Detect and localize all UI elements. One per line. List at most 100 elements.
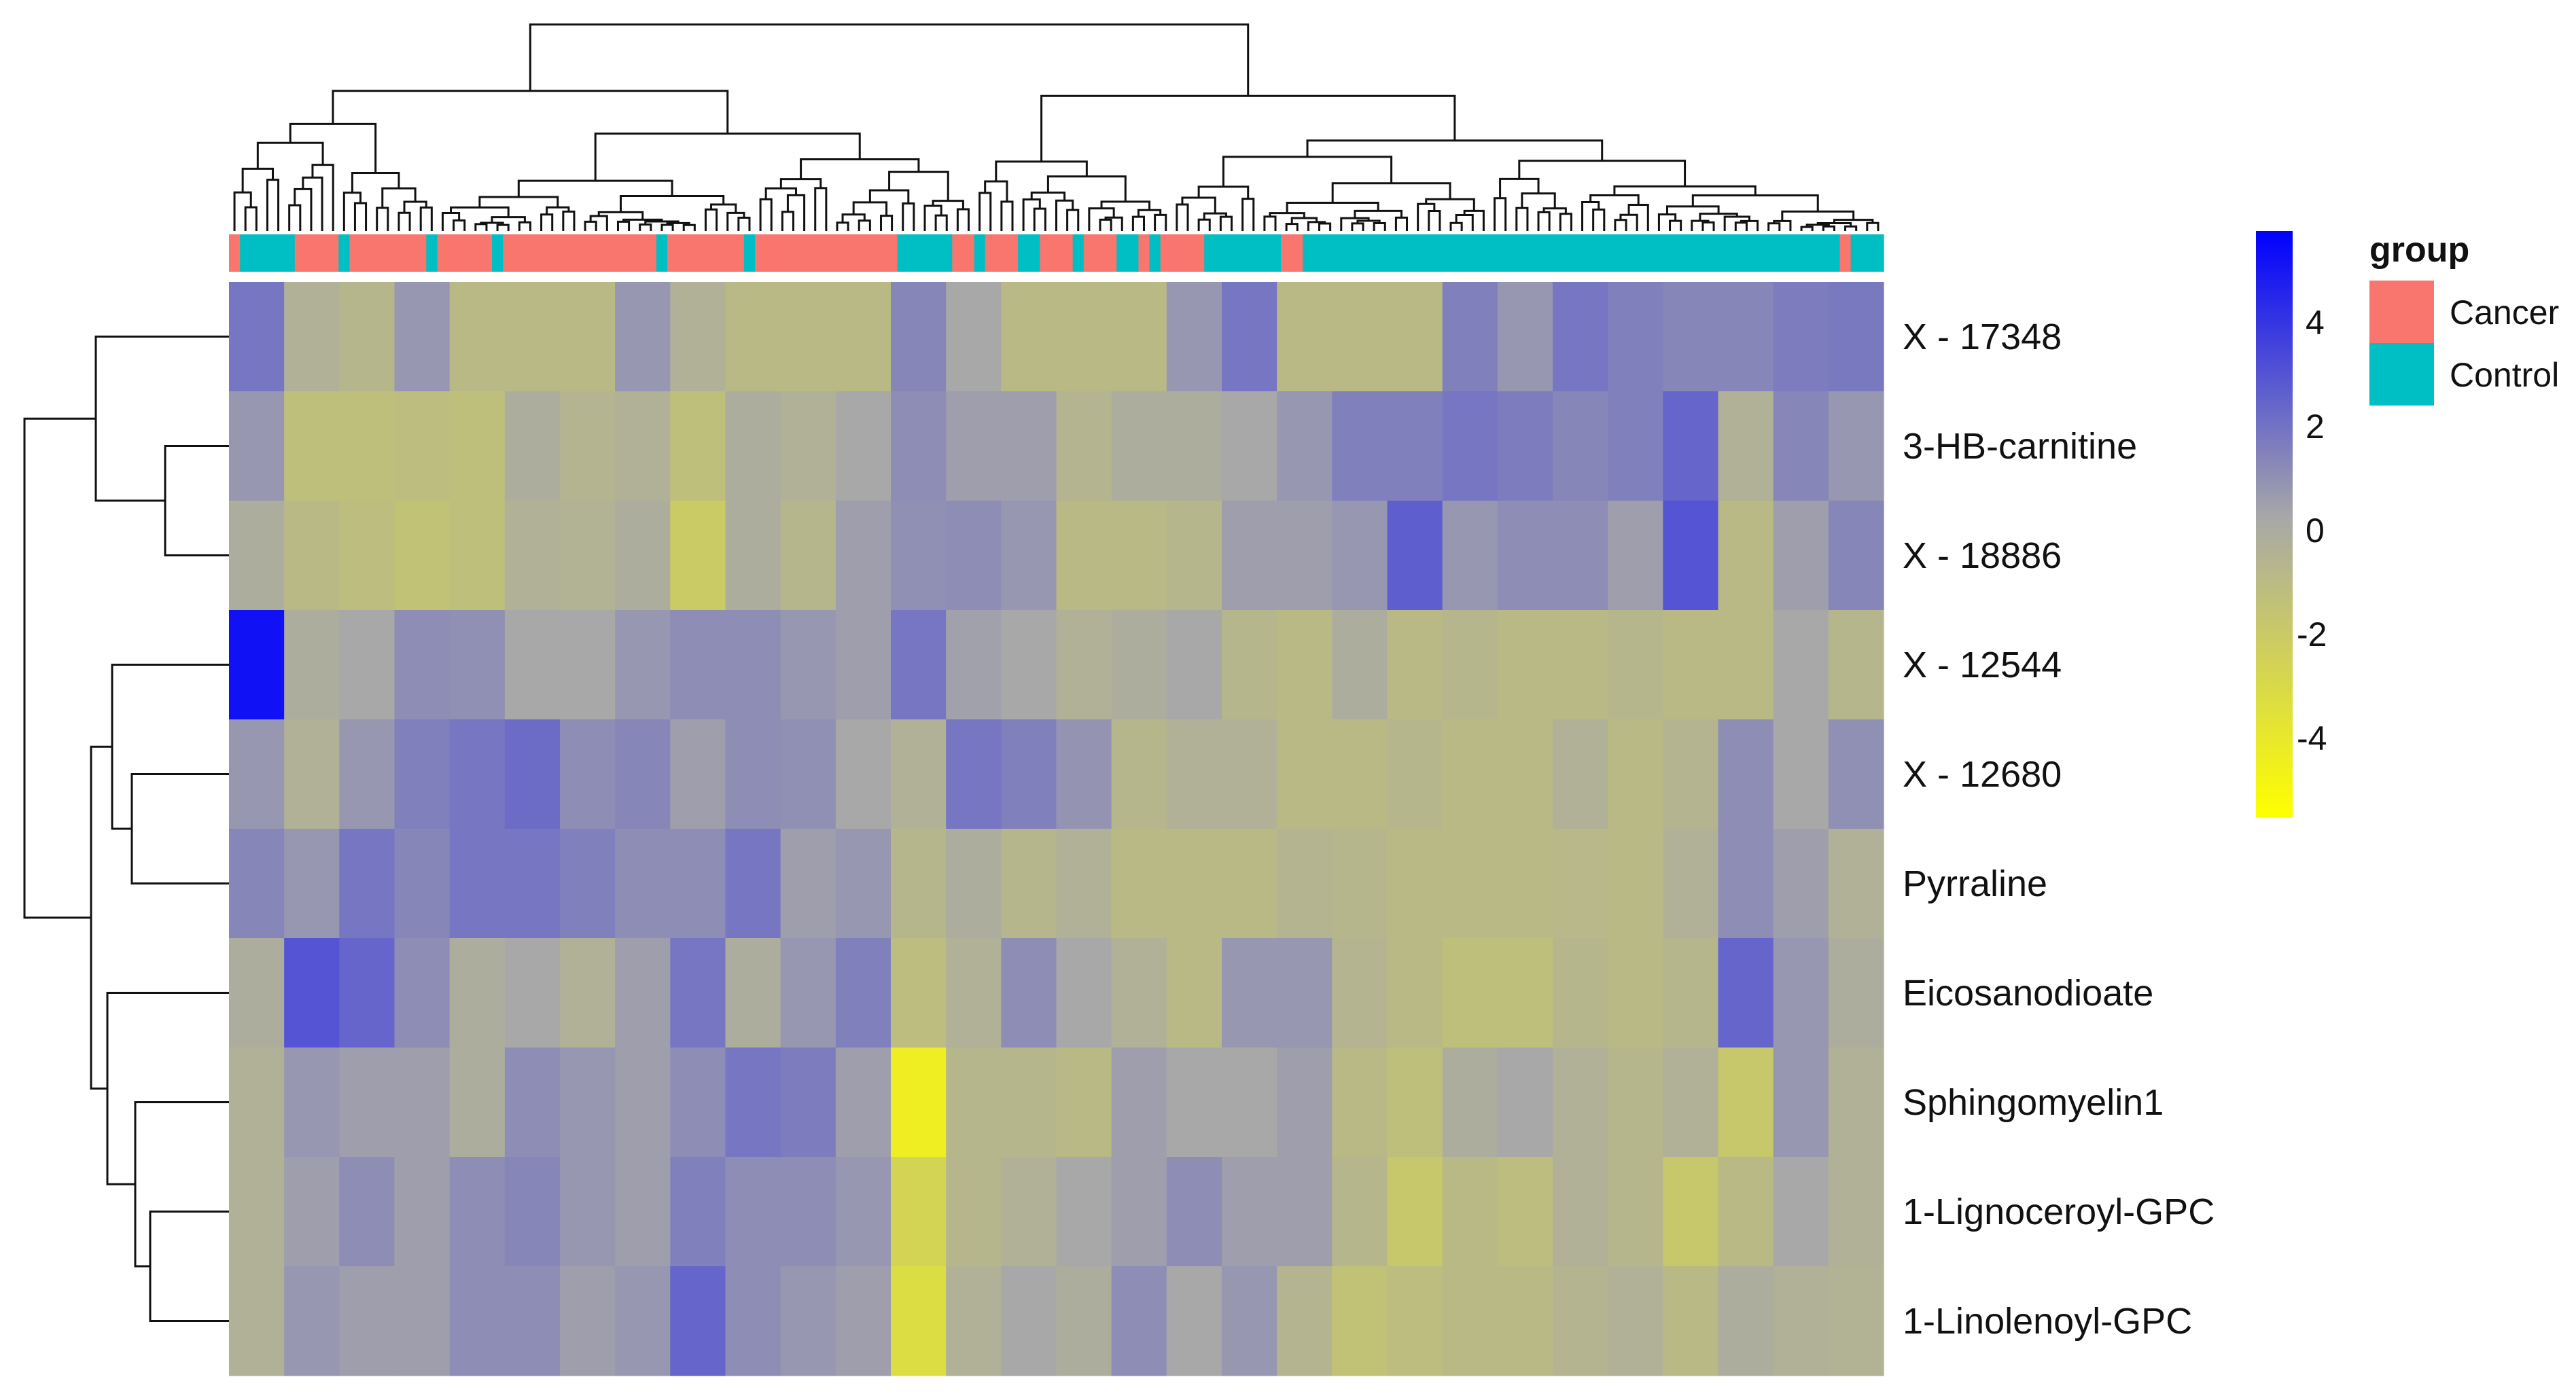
row-dendrogram-branch [130, 773, 229, 884]
heatmap-cell [339, 610, 395, 720]
heatmap-cell [1718, 1266, 1774, 1376]
heatmap-cell [780, 1157, 836, 1267]
column-dendrogram-branch [1515, 207, 1529, 231]
heatmap-cell [1166, 719, 1222, 829]
row-label: X - 18886 [1903, 535, 2062, 576]
heatmap-cell [1718, 1157, 1774, 1267]
column-dendrogram-branch [1816, 221, 1852, 227]
row-dendrogram-branch [94, 336, 229, 502]
heatmap-cell [946, 1266, 1002, 1376]
heatmap-cell [1497, 1157, 1553, 1267]
column-dendrogram-branch [737, 217, 751, 231]
group-legend-title: group [2369, 230, 2469, 270]
column-dendrogram-branch [1518, 160, 1687, 187]
annotation-segment-control [338, 234, 350, 272]
heatmap-cell [1001, 391, 1057, 501]
column-dendrogram-branch [1449, 221, 1463, 231]
color-bar [2256, 231, 2293, 817]
column-dendrogram-branch [1455, 214, 1474, 231]
heatmap-cell [560, 610, 616, 720]
annotation-segment-cancer [349, 234, 427, 272]
annotation-segment-control [974, 234, 986, 272]
column-dendrogram-branch [1499, 177, 1540, 198]
column-dendrogram-branch [1521, 192, 1556, 209]
annotation-segment-control [1303, 234, 1841, 272]
column-dendrogram-branch [1767, 222, 1781, 231]
heatmap-cell [1001, 1157, 1057, 1267]
heatmap-cell [1497, 610, 1553, 720]
heatmap-cell [1277, 610, 1333, 720]
heatmap-cell [670, 719, 726, 829]
column-dendrogram-branch [517, 179, 673, 198]
heatmap-cell [1553, 501, 1608, 611]
heatmap-cell [1387, 391, 1443, 501]
heatmap-cell [1608, 610, 1663, 720]
column-dendrogram-branch [1241, 198, 1255, 231]
heatmap-cell [1773, 1048, 1829, 1158]
column-dendrogram-branch [351, 171, 400, 193]
annotation-segment-cancer [1281, 234, 1303, 272]
heatmap-cell [946, 938, 1002, 1048]
annotation-segment-cancer [1040, 234, 1074, 272]
heatmap-cell [1442, 391, 1498, 501]
column-dendrogram-branch [480, 221, 504, 226]
heatmap-cell [1442, 829, 1498, 939]
heatmap-cell [1497, 719, 1553, 829]
heatmap-cell [1277, 719, 1333, 829]
column-dendrogram-branch [1394, 216, 1409, 231]
column-dendrogram-branch [1181, 196, 1216, 214]
column-dendrogram-branch [704, 208, 718, 231]
heatmap-cell [1056, 1048, 1112, 1158]
column-dendrogram-branch [478, 196, 559, 208]
column-dendrogram-branch [302, 176, 323, 231]
heatmap-cell [1553, 610, 1608, 720]
heatmap-cell [339, 1266, 395, 1376]
heatmap-cell [1056, 610, 1112, 720]
heatmap-cell [1442, 1157, 1498, 1267]
heatmap-cell [560, 282, 616, 392]
column-dendrogram-branch [332, 90, 729, 134]
heatmap-cell [946, 391, 1002, 501]
heatmap-cell [1056, 501, 1112, 611]
heatmap-cell [1111, 829, 1167, 939]
heatmap-cell [560, 391, 616, 501]
column-dendrogram-branch [1866, 221, 1880, 231]
heatmap-cell [1166, 829, 1222, 939]
heatmap-cell [780, 501, 836, 611]
heatmap-cell [1773, 282, 1829, 392]
column-dendrogram-branch [1351, 222, 1364, 231]
heatmap-cell [504, 1157, 561, 1267]
heatmap-cell [1001, 938, 1057, 1048]
column-dendrogram-branch [660, 223, 674, 231]
heatmap-cell [1608, 938, 1663, 1048]
heatmap-cell [1663, 719, 1719, 829]
heatmap-cell [725, 1157, 781, 1267]
column-dendrogram-branch [781, 211, 794, 231]
annotation-segment-control [1116, 234, 1140, 272]
heatmap-cell [835, 610, 892, 720]
heatmap-cell [670, 391, 726, 501]
heatmap-cell [1111, 938, 1167, 1048]
column-dendrogram-branch [398, 211, 411, 231]
heatmap-cell [229, 1266, 285, 1376]
column-dendrogram-branch [1000, 200, 1014, 231]
heatmap-cell [946, 282, 1002, 392]
annotation-segment-control [1018, 234, 1040, 272]
annotation-segment-cancer [294, 234, 339, 272]
heatmap-cell [670, 1157, 726, 1267]
annotation-segment-cancer [1839, 234, 1852, 272]
heatmap-cell [229, 719, 285, 829]
color-tick-label: -4 [2297, 719, 2327, 757]
heatmap-cell [1718, 282, 1774, 392]
heatmap-cell [1166, 610, 1222, 720]
heatmap-cell [1387, 282, 1443, 392]
column-dendrogram-branch [868, 189, 910, 204]
heatmap-cell [1553, 282, 1608, 392]
heatmap-cell [835, 1157, 892, 1267]
row-label: 1-Lignoceroyl-GPC [1903, 1192, 2215, 1232]
row-dendrogram-branch [106, 992, 229, 1185]
heatmap-cell [504, 391, 561, 501]
row-label: Pyrraline [1903, 863, 2047, 904]
column-dendrogram-branch [1318, 222, 1332, 231]
